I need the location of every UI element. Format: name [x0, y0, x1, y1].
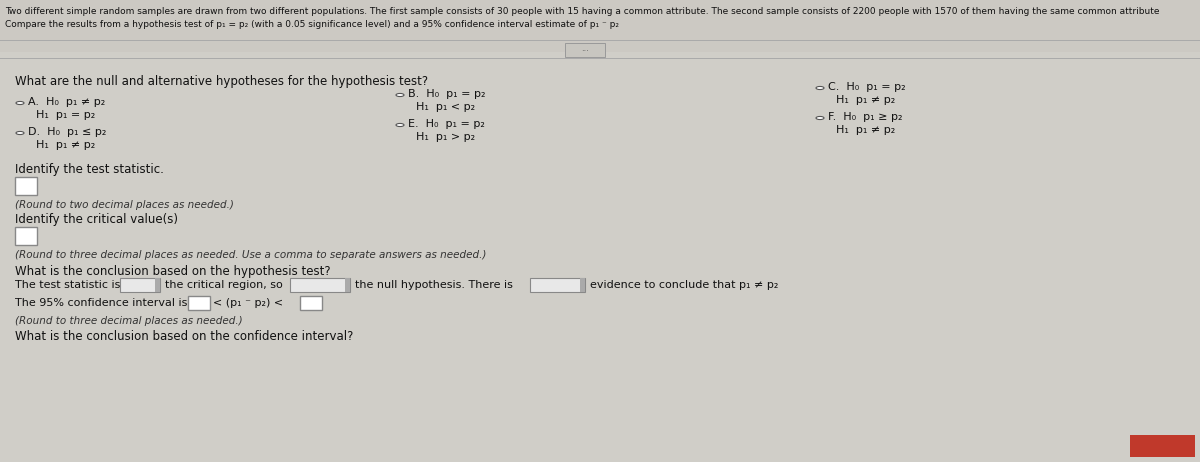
Text: H₁  p₁ ≠ p₂: H₁ p₁ ≠ p₂ — [836, 95, 895, 105]
Text: H₁  p₁ = p₂: H₁ p₁ = p₂ — [36, 110, 95, 120]
Bar — [155, 278, 160, 292]
Bar — [0, 40, 1200, 41]
Bar — [14, 177, 37, 195]
Bar — [290, 278, 350, 292]
Text: The 95% confidence interval is: The 95% confidence interval is — [14, 298, 187, 308]
Text: the null hypothesis. There is: the null hypothesis. There is — [355, 280, 512, 290]
Text: (Round to three decimal places as needed.): (Round to three decimal places as needed… — [14, 316, 242, 326]
Bar — [0, 0, 1200, 52]
Bar — [565, 43, 605, 57]
Text: What is the conclusion based on the hypothesis test?: What is the conclusion based on the hypo… — [14, 265, 331, 278]
Text: Compare the results from a hypothesis test of p₁ = p₂ (with a 0.05 significance : Compare the results from a hypothesis te… — [5, 20, 619, 29]
Circle shape — [396, 123, 404, 127]
Circle shape — [816, 86, 824, 90]
Text: evidence to conclude that p₁ ≠ p₂: evidence to conclude that p₁ ≠ p₂ — [590, 280, 779, 290]
Text: H₁  p₁ > p₂: H₁ p₁ > p₂ — [416, 132, 475, 142]
Bar — [1130, 435, 1195, 457]
Bar — [0, 58, 1200, 462]
Text: < (p₁ ⁻ p₂) <: < (p₁ ⁻ p₂) < — [214, 298, 283, 308]
Text: What is the conclusion based on the confidence interval?: What is the conclusion based on the conf… — [14, 330, 353, 343]
Text: H₁  p₁ ≠ p₂: H₁ p₁ ≠ p₂ — [836, 125, 895, 135]
Text: Two different simple random samples are drawn from two different populations. Th: Two different simple random samples are … — [5, 7, 1159, 16]
Bar — [530, 278, 586, 292]
Text: A.  H₀  p₁ ≠ p₂: A. H₀ p₁ ≠ p₂ — [28, 97, 106, 107]
Text: Next: Next — [1146, 441, 1178, 454]
Circle shape — [16, 102, 24, 104]
Text: the critical region, so: the critical region, so — [166, 280, 283, 290]
Text: (Round to three decimal places as needed. Use a comma to separate answers as nee: (Round to three decimal places as needed… — [14, 250, 486, 260]
Circle shape — [396, 93, 404, 97]
Bar — [0, 58, 1200, 59]
Text: F.  H₀  p₁ ≥ p₂: F. H₀ p₁ ≥ p₂ — [828, 112, 902, 122]
Bar — [14, 227, 37, 245]
Text: B.  H₀  p₁ = p₂: B. H₀ p₁ = p₂ — [408, 89, 486, 99]
Bar — [580, 278, 586, 292]
Text: (Round to two decimal places as needed.): (Round to two decimal places as needed.) — [14, 200, 234, 210]
Bar — [565, 43, 605, 57]
Bar — [346, 278, 350, 292]
Bar — [188, 296, 210, 310]
Text: The test statistic is: The test statistic is — [14, 280, 120, 290]
Text: D.  H₀  p₁ ≤ p₂: D. H₀ p₁ ≤ p₂ — [28, 127, 107, 137]
Text: H₁  p₁ < p₂: H₁ p₁ < p₂ — [416, 102, 475, 112]
Text: Identify the critical value(s): Identify the critical value(s) — [14, 213, 178, 226]
Circle shape — [816, 116, 824, 120]
Text: H₁  p₁ ≠ p₂: H₁ p₁ ≠ p₂ — [36, 140, 95, 150]
Text: C.  H₀  p₁ = p₂: C. H₀ p₁ = p₂ — [828, 82, 906, 92]
Text: E.  H₀  p₁ = p₂: E. H₀ p₁ = p₂ — [408, 119, 485, 129]
Circle shape — [16, 132, 24, 134]
Text: Identify the test statistic.: Identify the test statistic. — [14, 163, 164, 176]
Text: ...: ... — [581, 44, 589, 53]
Bar — [120, 278, 160, 292]
Bar — [300, 296, 322, 310]
Text: What are the null and alternative hypotheses for the hypothesis test?: What are the null and alternative hypoth… — [14, 75, 428, 88]
